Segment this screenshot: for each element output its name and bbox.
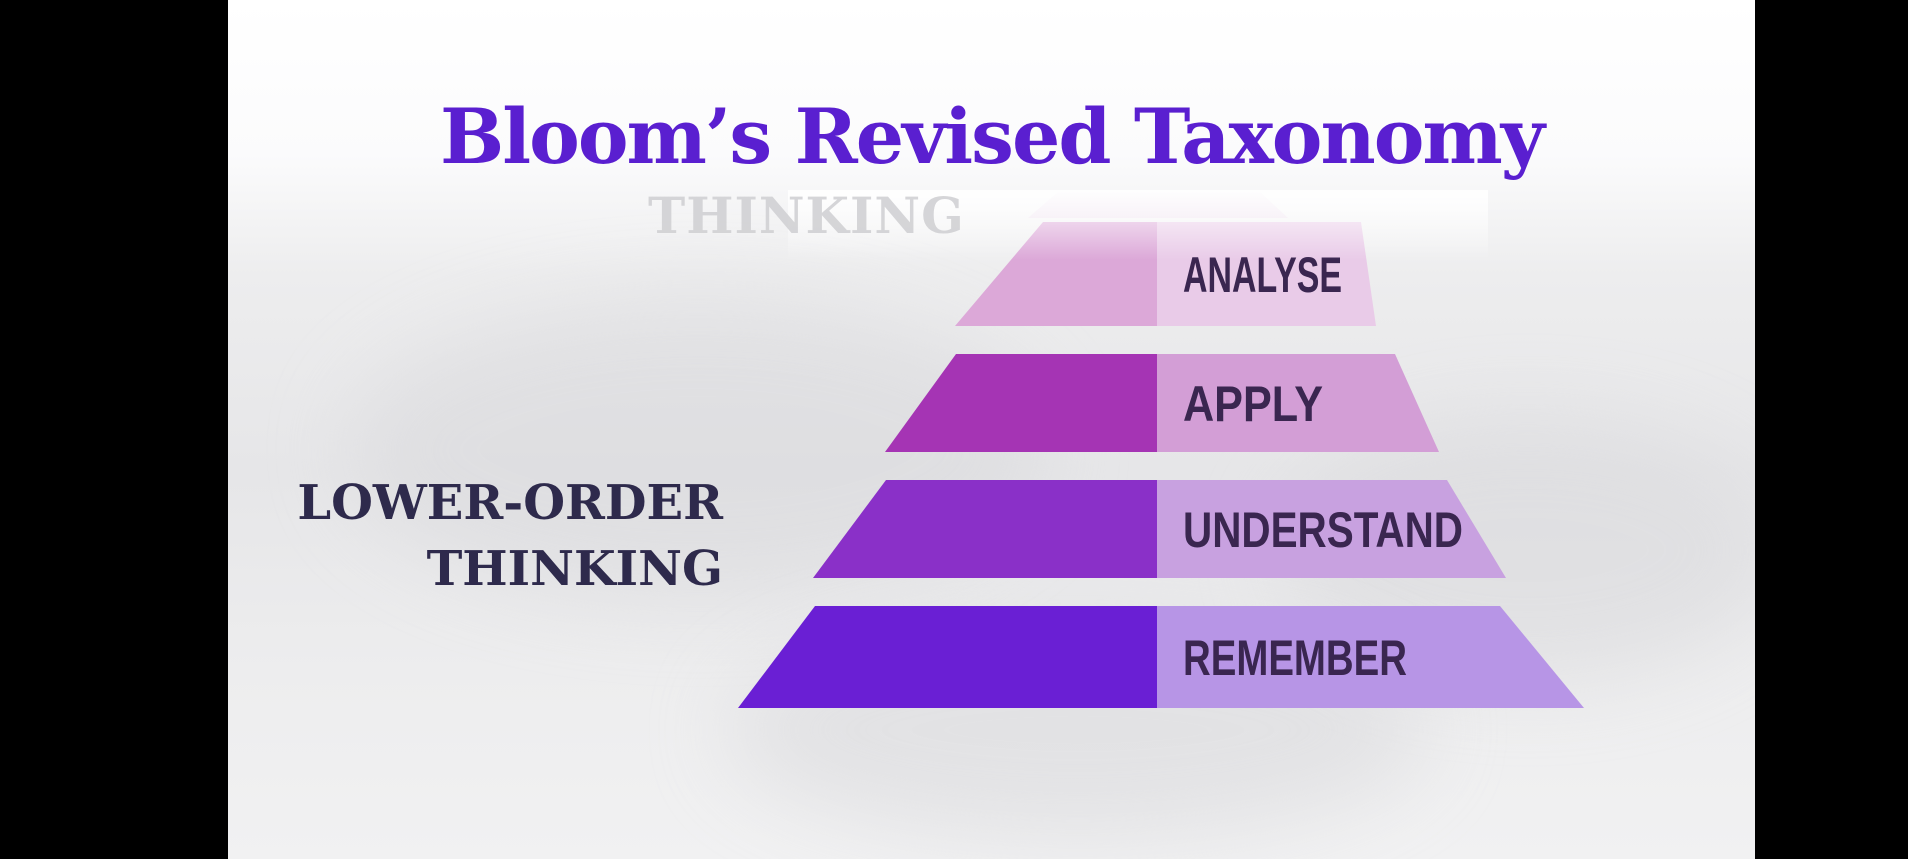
- lower-order-thinking-label: LOWER-ORDER THINKING: [297, 470, 723, 602]
- tier-right-segment: [1157, 606, 1584, 708]
- page-title: Bloom’s Revised Taxonomy: [440, 92, 1545, 181]
- tier-left-segment: [885, 354, 1157, 452]
- slide: ANALYSE APPLY UNDERSTAND REMEMBER Bloom’s R…: [228, 0, 1755, 859]
- pyramid-tier-apply: APPLY: [885, 354, 1439, 452]
- tier-right-segment: [1157, 354, 1439, 452]
- tier-label-understand: UNDERSTAND: [1183, 502, 1463, 558]
- tier-label-apply: APPLY: [1183, 376, 1323, 432]
- tier-left-segment: [738, 606, 1157, 708]
- faded-thinking-label: THINKING: [648, 186, 965, 245]
- tier-label-remember: REMEMBER: [1183, 630, 1407, 686]
- tier-right-segment: [1157, 480, 1506, 578]
- pyramid-tier-remember: REMEMBER: [738, 606, 1584, 708]
- pyramid-tier-understand: UNDERSTAND: [813, 480, 1506, 578]
- side-label-line2: THINKING: [426, 541, 723, 597]
- side-label-line1: LOWER-ORDER: [297, 475, 723, 531]
- tier-left-segment: [813, 480, 1157, 578]
